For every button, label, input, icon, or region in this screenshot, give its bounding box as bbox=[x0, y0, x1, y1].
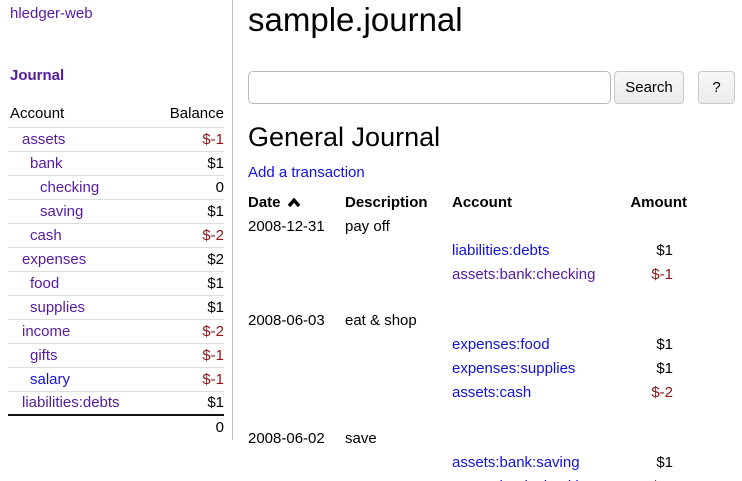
app-title-link[interactable]: hledger-web bbox=[10, 5, 93, 22]
transaction-date: 2008-12-31 bbox=[248, 217, 325, 235]
posting-account-link[interactable]: expenses:supplies bbox=[452, 359, 576, 377]
posting-amount: $1 bbox=[656, 241, 673, 259]
account-row: food $1 bbox=[8, 271, 224, 295]
account-balance: $1 bbox=[207, 298, 224, 316]
account-row: assets $-1 bbox=[8, 127, 224, 151]
account-row: supplies $1 bbox=[8, 295, 224, 319]
posting-row: expenses:food $1 bbox=[248, 332, 687, 356]
posting-amount: $-1 bbox=[627, 474, 687, 481]
account-link-salary[interactable]: salary bbox=[30, 370, 71, 388]
account-row: liabilities:debts $1 bbox=[8, 391, 224, 415]
account-link-assets[interactable]: assets bbox=[22, 130, 66, 148]
posting-amount: $-1 bbox=[651, 265, 673, 283]
account-balance: $1 bbox=[207, 394, 224, 412]
search-help-button[interactable]: ? bbox=[698, 71, 735, 104]
account-row: income $-2 bbox=[8, 319, 224, 343]
account-balance: $-2 bbox=[202, 226, 224, 244]
transaction-date: 2008-06-03 bbox=[248, 311, 325, 329]
account-row: checking 0 bbox=[8, 175, 224, 199]
posting-account-link[interactable]: expenses:food bbox=[452, 335, 550, 353]
account-balance: $-1 bbox=[202, 370, 224, 388]
account-balance: $-2 bbox=[202, 322, 224, 340]
account-link-supplies[interactable]: supplies bbox=[30, 298, 86, 316]
account-link-expenses[interactable]: expenses bbox=[22, 250, 87, 268]
search-button[interactable]: Search bbox=[614, 71, 684, 104]
account-balance: $-1 bbox=[202, 130, 224, 148]
accounts-table: Account Balance assets $-1 bank $1 check… bbox=[8, 101, 224, 439]
transaction-description: save bbox=[345, 429, 377, 447]
posting-row: expenses:supplies $1 bbox=[248, 356, 687, 380]
posting-amount: $1 bbox=[656, 453, 673, 471]
account-link-food[interactable]: food bbox=[30, 274, 60, 292]
main-content: sample.journal Search ? General Journal … bbox=[248, 0, 742, 481]
amount-column-header: Amount bbox=[630, 193, 687, 211]
transaction-description: pay off bbox=[345, 217, 390, 235]
journal-table: Date Description Account Amount 2008-12-… bbox=[248, 190, 687, 481]
page-title: sample.journal bbox=[248, 1, 463, 38]
transaction-row: 2008-12-31 pay off bbox=[248, 214, 687, 238]
transaction-row: 2008-06-02 save bbox=[248, 426, 687, 450]
posting-row: assets:cash $-2 bbox=[248, 380, 687, 404]
account-balance: $-1 bbox=[202, 346, 224, 364]
accounts-total-row: 0 bbox=[8, 415, 224, 439]
account-link-cash[interactable]: cash bbox=[30, 226, 62, 244]
accounts-header-account: Account bbox=[10, 105, 65, 123]
posting-amount: $1 bbox=[656, 359, 673, 377]
description-column-header: Description bbox=[345, 193, 428, 211]
account-link-income[interactable]: income bbox=[22, 322, 71, 340]
search-input[interactable] bbox=[248, 71, 611, 104]
sort-ascending-icon bbox=[287, 197, 300, 207]
search-form: Search ? bbox=[248, 71, 742, 104]
posting-account-link[interactable]: assets:bank:checking bbox=[452, 265, 596, 283]
account-column-header: Account bbox=[452, 193, 512, 211]
transaction-description: eat & shop bbox=[345, 311, 417, 329]
posting-account-link[interactable]: liabilities:debts bbox=[452, 241, 550, 259]
posting-row: assets:bank:checking $-1 bbox=[248, 262, 687, 286]
transaction-date: 2008-06-02 bbox=[248, 429, 325, 447]
account-balance: $1 bbox=[207, 202, 224, 220]
posting-row: liabilities:debts $1 bbox=[248, 238, 687, 262]
date-column-header[interactable]: Date bbox=[248, 190, 345, 214]
posting-amount: $-2 bbox=[651, 383, 673, 401]
account-balance: $1 bbox=[207, 154, 224, 172]
account-balance: 0 bbox=[215, 178, 224, 196]
account-link-saving[interactable]: saving bbox=[40, 202, 84, 220]
accounts-header-balance: Balance bbox=[169, 105, 224, 123]
account-row: saving $1 bbox=[8, 199, 224, 223]
account-link-bank[interactable]: bank bbox=[30, 154, 63, 172]
sidebar-journal-link[interactable]: Journal bbox=[10, 67, 65, 84]
account-balance: $1 bbox=[207, 274, 224, 292]
posting-account-link[interactable]: assets:cash bbox=[452, 383, 532, 401]
journal-header-row: Date Description Account Amount bbox=[248, 190, 687, 214]
posting-account-link[interactable]: assets:bank:saving bbox=[452, 453, 580, 471]
posting-amount: $1 bbox=[656, 335, 673, 353]
transaction-row: 2008-06-03 eat & shop bbox=[248, 308, 687, 332]
account-row: expenses $2 bbox=[8, 247, 224, 271]
register-title: General Journal bbox=[248, 122, 441, 152]
account-row: cash $-2 bbox=[8, 223, 224, 247]
accounts-total-balance: 0 bbox=[215, 419, 224, 436]
account-link-gifts[interactable]: gifts bbox=[30, 346, 58, 364]
account-link-checking[interactable]: checking bbox=[40, 178, 100, 196]
posting-account-link[interactable]: assets:bank:checking bbox=[452, 478, 595, 481]
add-transaction-link[interactable]: Add a transaction bbox=[248, 164, 365, 181]
posting-row: assets:bank:saving $1 bbox=[248, 450, 687, 474]
posting-row: assets:bank:checking $-1 bbox=[248, 474, 687, 481]
account-row: salary $-1 bbox=[8, 367, 224, 391]
account-link-liabilities-debts[interactable]: liabilities:debts bbox=[22, 394, 120, 412]
sidebar: hledger-web Journal Account Balance asse… bbox=[0, 0, 233, 440]
account-balance: $2 bbox=[207, 250, 224, 268]
account-row: gifts $-1 bbox=[8, 343, 224, 367]
account-row: bank $1 bbox=[8, 151, 224, 175]
